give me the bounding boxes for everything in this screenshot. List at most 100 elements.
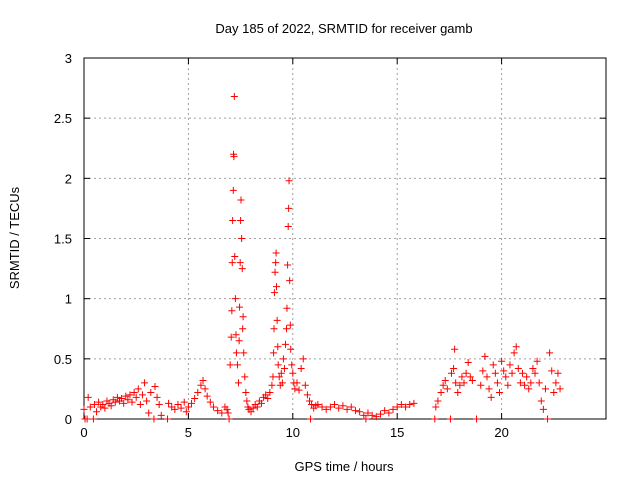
data-point: [289, 369, 297, 377]
data-point: [286, 277, 294, 285]
data-point: [184, 403, 192, 411]
data-point: [464, 358, 472, 366]
data-point: [331, 401, 339, 409]
data-point: [481, 352, 489, 360]
data-point: [454, 389, 462, 397]
data-point: [191, 395, 199, 403]
data-point: [468, 376, 476, 384]
data-point: [236, 303, 244, 311]
data-point: [223, 405, 231, 413]
data-point: [101, 404, 109, 412]
data-point: [229, 216, 237, 224]
data-point: [372, 413, 380, 421]
data-point: [274, 343, 282, 351]
data-point: [229, 186, 237, 194]
data-point: [214, 407, 222, 415]
data-point: [224, 409, 232, 417]
data-point: [293, 379, 301, 387]
data-point: [247, 408, 255, 416]
data-point: [376, 410, 384, 418]
data-point: [393, 403, 401, 411]
data-point: [249, 404, 257, 412]
y-axis-label: SRMTID / TECUs: [7, 186, 22, 289]
data-point: [132, 393, 140, 401]
data-point: [80, 405, 88, 413]
data-point: [283, 325, 291, 333]
data-point: [243, 397, 251, 405]
data-point: [458, 373, 466, 381]
data-point: [351, 407, 359, 415]
data-point: [270, 289, 278, 297]
data-point: [99, 401, 107, 409]
data-point: [368, 411, 376, 419]
data-point: [155, 401, 163, 409]
data-point: [556, 385, 564, 393]
data-point: [128, 398, 136, 406]
data-point: [489, 361, 497, 369]
data-point: [466, 373, 474, 381]
data-point: [240, 349, 248, 357]
data-point: [151, 383, 159, 391]
data-point: [270, 349, 278, 357]
data-point: [271, 268, 279, 276]
data-point: [277, 369, 285, 377]
data-point: [165, 399, 173, 407]
data-point: [232, 349, 240, 357]
data-point: [111, 398, 119, 406]
y-tick-label: 1.5: [54, 232, 72, 247]
data-point: [527, 379, 535, 387]
data-point: [308, 401, 316, 409]
data-point: [227, 333, 235, 341]
data-point: [447, 369, 455, 377]
data-point: [299, 355, 307, 363]
data-point: [228, 307, 236, 315]
tick-labels: 0 5 10 15 20 0 0.5 1 1.5 2 2.5 3: [54, 51, 509, 440]
data-point: [153, 393, 161, 401]
data-point: [262, 391, 270, 399]
data-point: [364, 409, 372, 417]
data-point: [462, 369, 470, 377]
x-tick-label: 15: [390, 425, 404, 440]
data-point: [347, 403, 355, 411]
data-point: [529, 364, 537, 372]
data-point: [493, 379, 501, 387]
data-point: [177, 404, 185, 412]
data-point: [533, 357, 541, 365]
data-point: [502, 373, 510, 381]
data-point: [360, 411, 368, 419]
x-tick-label: 5: [185, 425, 192, 440]
data-point: [287, 345, 295, 353]
data-point: [523, 373, 531, 381]
data-point: [479, 367, 487, 375]
data-point: [450, 364, 458, 372]
data-point: [531, 369, 539, 377]
data-point: [510, 349, 518, 357]
data-point: [130, 389, 138, 397]
data-point: [272, 259, 280, 267]
data-point: [285, 177, 293, 185]
data-point: [518, 369, 526, 377]
grid-lines: [84, 58, 606, 419]
data-point: [236, 259, 244, 267]
data-point: [516, 379, 524, 387]
data-point: [235, 379, 243, 387]
data-point: [257, 399, 265, 407]
data-point: [402, 403, 410, 411]
data-point: [203, 392, 211, 400]
data-point: [456, 381, 464, 389]
data-point: [278, 379, 286, 387]
data-point: [535, 379, 543, 387]
data-point: [452, 379, 460, 387]
data-point: [339, 402, 347, 410]
data-point: [138, 391, 146, 399]
data-point: [335, 404, 343, 412]
data-point: [218, 409, 226, 417]
data-point: [231, 253, 239, 261]
data-point: [431, 415, 439, 423]
data-point: [237, 216, 245, 224]
data-point: [209, 403, 217, 411]
data-point: [307, 415, 315, 423]
data-point: [118, 395, 126, 403]
data-point: [460, 379, 468, 387]
data-point: [134, 385, 142, 393]
